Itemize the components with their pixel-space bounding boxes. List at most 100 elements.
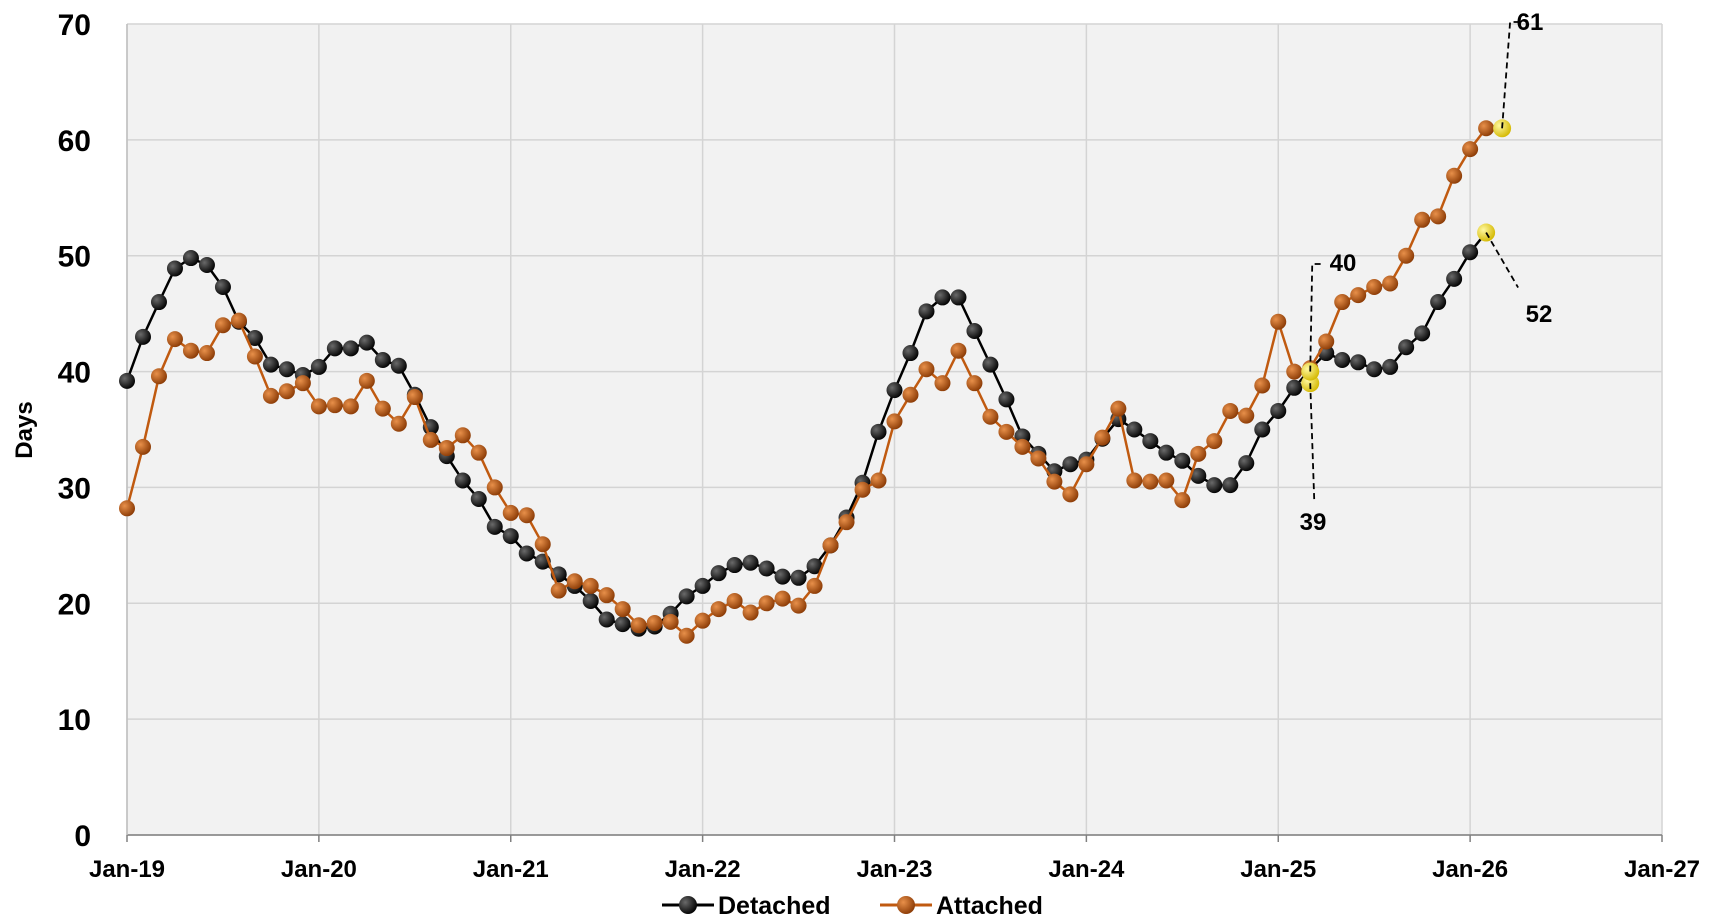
data-point-detached [374,351,391,368]
legend-item-detached: Detached [662,892,831,920]
data-point-detached [1174,452,1191,469]
data-point-attached [294,375,311,392]
data-point-attached [726,592,743,609]
data-point-detached [1446,270,1463,287]
data-point-attached [1398,247,1415,264]
data-point-attached [998,423,1015,440]
data-point-detached [278,361,295,378]
legend-label-attached: Attached [936,892,1043,920]
data-point-detached [214,278,231,295]
y-tick-label: 10 [58,704,91,737]
data-point-attached [214,317,231,334]
data-point-detached [1414,325,1431,342]
data-point-attached [1126,472,1143,489]
data-point-detached [486,518,503,535]
data-point-detached [982,356,999,373]
data-point-attached [1478,120,1495,137]
data-point-detached [598,611,615,628]
y-axis-title: Days [11,401,38,458]
data-point-attached [390,415,407,432]
data-point-attached [134,438,151,455]
data-point-attached [166,331,183,348]
axes: 0 10 20 30 40 50 60 70 Jan-19 Jan-20 Jan-21 Jan-22 J… [58,9,1700,883]
legend-marker-detached [679,896,697,914]
data-point-attached [470,444,487,461]
data-point-attached [486,479,503,496]
data-point-detached [198,256,215,273]
data-point-attached [646,614,663,631]
data-point-attached [902,386,919,403]
x-tick-label: Jan-21 [473,856,549,883]
x-tick-label: Jan-27 [1624,856,1700,883]
data-point-attached [518,507,535,524]
data-point-detached [918,303,935,320]
data-point-attached [150,368,167,385]
data-point-attached [406,389,423,406]
data-point-detached [1238,455,1255,472]
data-point-attached [870,472,887,489]
data-point-attached [1078,456,1095,473]
data-point-detached [934,289,951,306]
data-point-attached [838,514,855,531]
data-point-detached [806,558,823,575]
y-tick-label: 50 [58,241,91,274]
y-tick-label: 20 [58,588,91,621]
data-point-detached [1062,456,1079,473]
y-tick-label: 30 [58,472,91,505]
data-point-detached [1382,358,1399,375]
data-point-detached [182,250,199,267]
data-point-detached [870,423,887,440]
data-point-attached [230,312,247,329]
data-point-attached [966,375,983,392]
annotation-label-detached: 39 [1300,509,1327,536]
data-point-attached [710,601,727,618]
data-point-attached [1062,486,1079,503]
annotations: 39 52 40 61 [1300,9,1553,536]
data-point-attached [1238,407,1255,424]
data-point-attached [1142,473,1159,490]
data-point-attached [1270,313,1287,330]
data-point-detached [134,328,151,345]
data-point-attached [310,398,327,415]
x-tick-label: Jan-25 [1240,856,1316,883]
data-point-attached [630,617,647,634]
data-point-attached [566,573,583,590]
data-point-detached [310,358,327,375]
data-point-detached [1190,467,1207,484]
data-point-detached [886,382,903,399]
data-point-attached [422,431,439,448]
data-point-attached [342,398,359,415]
x-tick-label: Jan-22 [665,856,741,883]
data-point-attached [1286,363,1303,380]
data-point-attached [1094,429,1111,446]
data-point-attached [742,604,759,621]
data-point-detached [758,560,775,577]
data-point-attached [934,375,951,392]
data-point-attached [119,500,135,517]
data-point-detached [998,391,1015,408]
data-point-detached [726,557,743,574]
data-point-attached [1446,167,1463,184]
data-point-attached [694,612,711,629]
data-point-attached [1430,208,1447,225]
data-point-detached [1334,351,1351,368]
data-point-attached [662,613,679,630]
data-point-detached [902,345,919,362]
data-point-attached [1174,492,1191,509]
data-point-detached [582,592,599,609]
data-point-attached [1462,141,1479,158]
data-point-detached [1430,294,1447,311]
data-point-attached [790,597,807,614]
data-point-detached [774,568,791,585]
data-point-detached [1206,477,1223,494]
legend-label-detached: Detached [718,892,831,920]
data-point-detached [119,372,135,389]
data-point-attached [1414,211,1431,228]
data-point-attached [454,427,471,444]
data-point-detached [1142,433,1159,450]
data-point-attached [326,397,343,414]
y-tick-label: 60 [58,125,91,158]
data-point-detached [966,323,983,340]
